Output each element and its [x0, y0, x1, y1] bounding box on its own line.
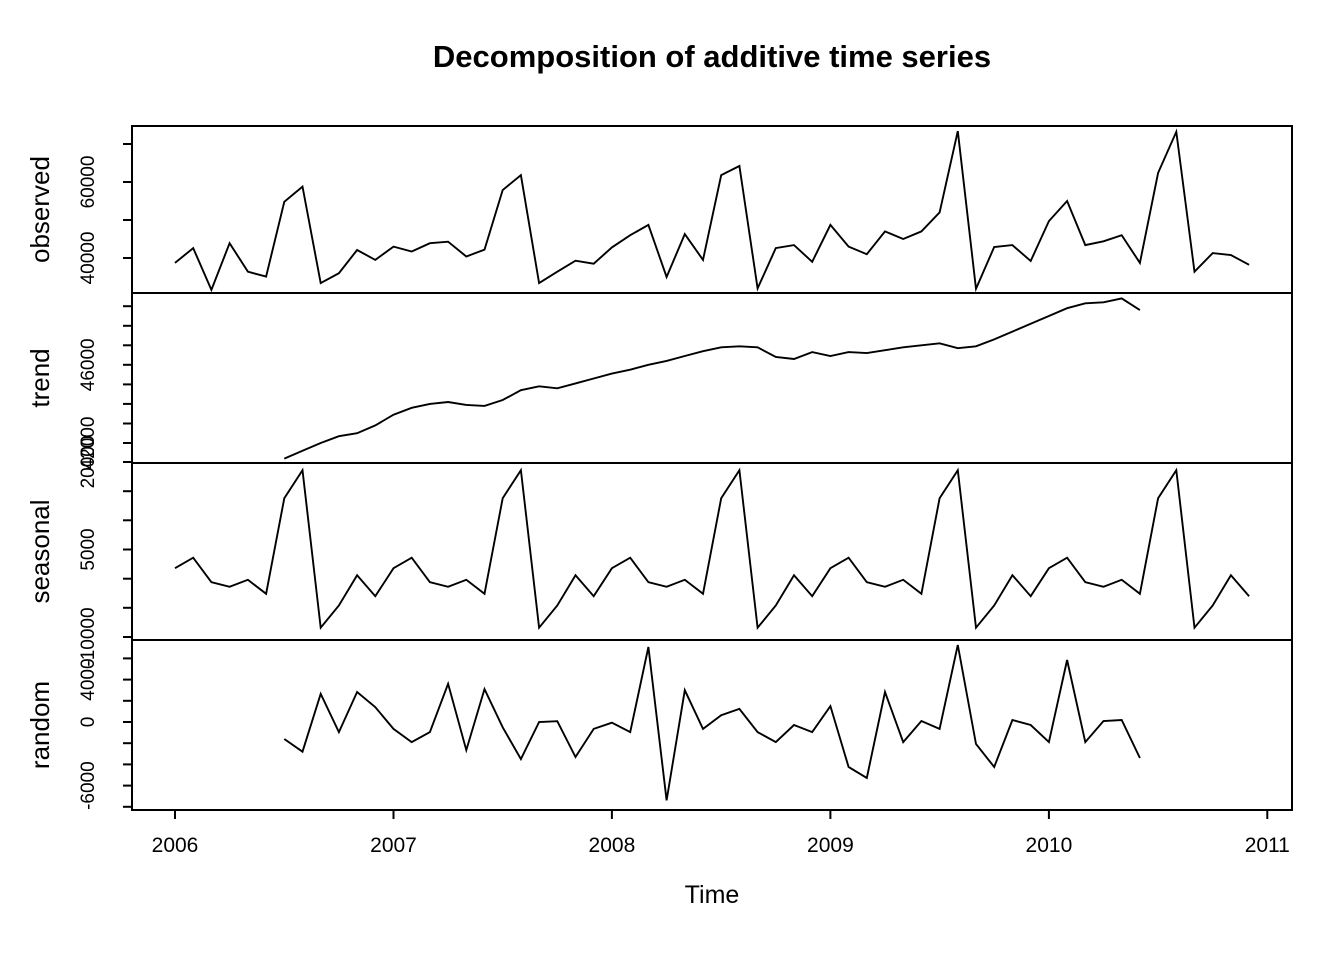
seasonal-line [174, 467, 1250, 631]
y-tick-label: 60000 [78, 156, 99, 209]
y-tick-label: 40000 [78, 232, 99, 285]
axis-ticks [123, 143, 1269, 819]
y-tick-label: -10000 [78, 607, 99, 666]
panel-labels: observed trend seasonal random [25, 156, 55, 769]
x-tick-label: 2009 [807, 834, 854, 857]
x-tick-label: 2006 [152, 834, 199, 857]
y-tick-label: 20000 [78, 436, 99, 489]
x-tick-label: 2007 [370, 834, 417, 857]
x-tick-label: 2011 [1245, 834, 1290, 857]
plot-frame [131, 125, 1293, 811]
plot-border [131, 125, 1293, 811]
y-tick-label: 42000 [78, 417, 99, 470]
x-tick-label: 2008 [589, 834, 636, 857]
observed-line [174, 128, 1250, 293]
panel-label-observed: observed [25, 156, 55, 263]
x-axis-title: Time [685, 881, 740, 909]
trend-line [283, 297, 1141, 460]
panel-label-random: random [25, 681, 55, 769]
y-tick-label: 5000 [78, 528, 99, 570]
x-tick-label: 2010 [1026, 834, 1073, 857]
y-tick-label: -6000 [78, 761, 99, 810]
y-tick-label: 46000 [78, 338, 99, 391]
panel-label-seasonal: seasonal [25, 499, 55, 603]
panel-label-trend: trend [25, 348, 55, 407]
y-tick-label: 4000 [78, 658, 99, 700]
series-lines [174, 128, 1250, 801]
random-line [283, 644, 1141, 801]
axis-tick-labels: 40000600004200046000-10000500020000-6000… [78, 156, 1290, 857]
y-tick-label: 0 [78, 717, 99, 728]
plot-title: Decomposition of additive time series [433, 39, 991, 74]
